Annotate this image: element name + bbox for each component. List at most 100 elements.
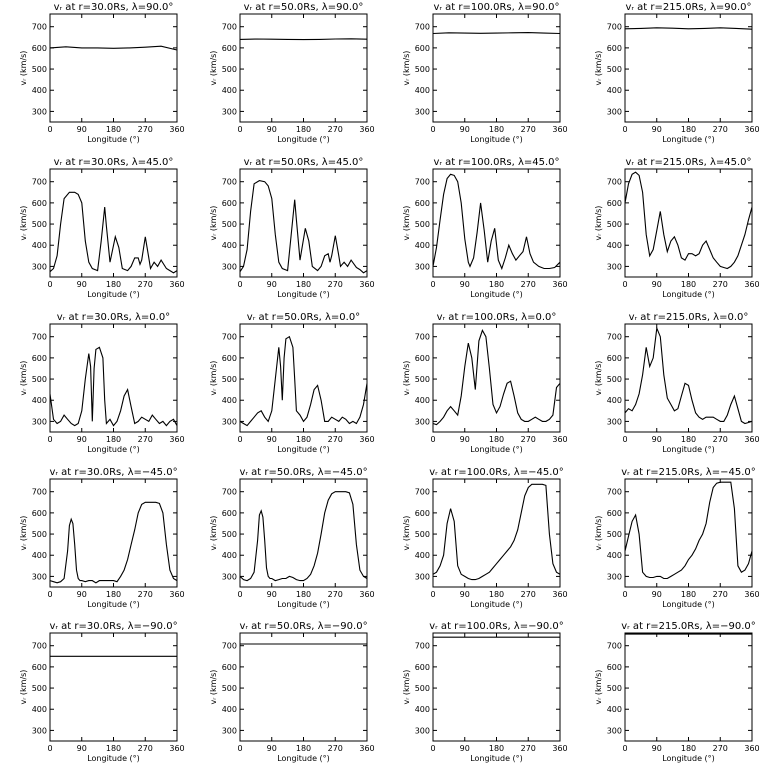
x-tick-label: 180 [489,435,504,444]
y-tick-label: 500 [32,530,47,539]
y-tick-label: 600 [32,199,47,208]
y-tick-label: 500 [415,65,430,74]
x-tick-label: 270 [138,435,153,444]
series-line [432,483,561,581]
x-tick-label: 90 [460,435,470,444]
x-tick-label: 90 [652,744,662,753]
series-line [624,27,753,30]
y-tick-label: 700 [32,488,47,497]
plot-frame [432,13,561,123]
series-line [432,329,561,426]
plot-frame [239,168,368,278]
panel-title: vᵣ at r=50.0Rs, λ=45.0° [244,157,364,168]
series-line [49,191,178,274]
panel-title: vᵣ at r=215.0Rs, λ=45.0° [625,157,751,168]
panel-title: vᵣ at r=100.0Rs, λ=90.0° [433,2,559,13]
x-tick-label: 360 [552,590,567,599]
series-line [432,32,561,35]
x-tick-label: 0 [237,435,242,444]
series-line [49,346,178,427]
y-tick-label: 700 [415,488,430,497]
x-tick-label: 90 [652,125,662,134]
y-tick-label: 400 [607,705,622,714]
x-tick-label: 360 [169,590,184,599]
x-tick-label: 180 [106,280,121,289]
y-tick-label: 500 [222,375,237,384]
series-line [239,491,368,582]
x-tick-label: 90 [267,590,277,599]
x-tick-label: 270 [328,744,343,753]
y-tick-label: 300 [222,417,237,426]
y-tick-label: 300 [415,417,430,426]
y-tick-label: 700 [222,642,237,651]
x-tick-label: 270 [328,280,343,289]
y-tick-label: 300 [607,107,622,116]
panel-title: vᵣ at r=50.0Rs, λ=−45.0° [239,467,367,478]
panel-title: vᵣ at r=50.0Rs, λ=0.0° [247,312,360,323]
y-tick-label: 500 [415,220,430,229]
x-tick-label: 270 [713,125,728,134]
y-tick-label: 600 [415,663,430,672]
x-tick-label: 90 [77,435,87,444]
x-tick-label: 360 [359,744,374,753]
y-tick-label: 400 [222,705,237,714]
y-tick-label: 300 [222,107,237,116]
y-axis-label: vᵣ (km/s) [402,206,411,241]
y-tick-label: 500 [32,220,47,229]
x-tick-label: 360 [552,125,567,134]
y-tick-label: 400 [607,86,622,95]
y-tick-label: 500 [607,684,622,693]
y-tick-label: 400 [222,551,237,560]
x-tick-label: 0 [430,280,435,289]
x-tick-label: 0 [237,590,242,599]
y-tick-label: 500 [415,530,430,539]
y-axis-label: vᵣ (km/s) [19,361,28,396]
x-tick-label: 360 [552,435,567,444]
series-line [624,326,753,425]
x-tick-label: 0 [47,744,52,753]
x-axis-label: Longitude (°) [662,135,715,144]
x-tick-label: 270 [713,280,728,289]
y-axis-label: vᵣ (km/s) [209,516,218,551]
y-tick-label: 700 [607,178,622,187]
x-tick-label: 0 [622,744,627,753]
x-tick-label: 360 [359,125,374,134]
series-line [49,45,178,51]
panel-title: vᵣ at r=100.0Rs, λ=0.0° [437,312,557,323]
x-tick-label: 90 [267,280,277,289]
y-tick-label: 400 [415,86,430,95]
x-tick-label: 180 [489,744,504,753]
plot-frame [432,632,561,742]
x-tick-label: 360 [169,435,184,444]
y-tick-label: 500 [32,65,47,74]
y-tick-label: 300 [607,572,622,581]
y-tick-label: 700 [607,642,622,651]
panel-title: vᵣ at r=215.0Rs, λ=0.0° [629,312,749,323]
y-tick-label: 600 [222,354,237,363]
x-tick-label: 180 [489,125,504,134]
y-tick-label: 400 [222,241,237,250]
x-tick-label: 360 [744,590,759,599]
x-tick-label: 90 [77,280,87,289]
y-tick-label: 400 [607,241,622,250]
x-tick-label: 90 [460,280,470,289]
y-tick-label: 500 [32,375,47,384]
y-tick-label: 400 [32,241,47,250]
y-axis-label: vᵣ (km/s) [19,51,28,86]
y-tick-label: 300 [32,726,47,735]
x-tick-label: 180 [681,125,696,134]
x-tick-label: 90 [267,125,277,134]
x-tick-label: 270 [138,280,153,289]
x-tick-label: 270 [138,590,153,599]
x-tick-label: 270 [521,435,536,444]
y-axis-label: vᵣ (km/s) [19,516,28,551]
y-tick-label: 700 [607,333,622,342]
x-axis-label: Longitude (°) [87,600,140,609]
plot-frame [239,13,368,123]
y-tick-label: 700 [222,488,237,497]
plot-frame [624,632,753,742]
x-tick-label: 360 [744,125,759,134]
x-tick-label: 90 [77,590,87,599]
y-axis-label: vᵣ (km/s) [19,670,28,705]
panel-title: vᵣ at r=30.0Rs, λ=−90.0° [49,621,177,632]
